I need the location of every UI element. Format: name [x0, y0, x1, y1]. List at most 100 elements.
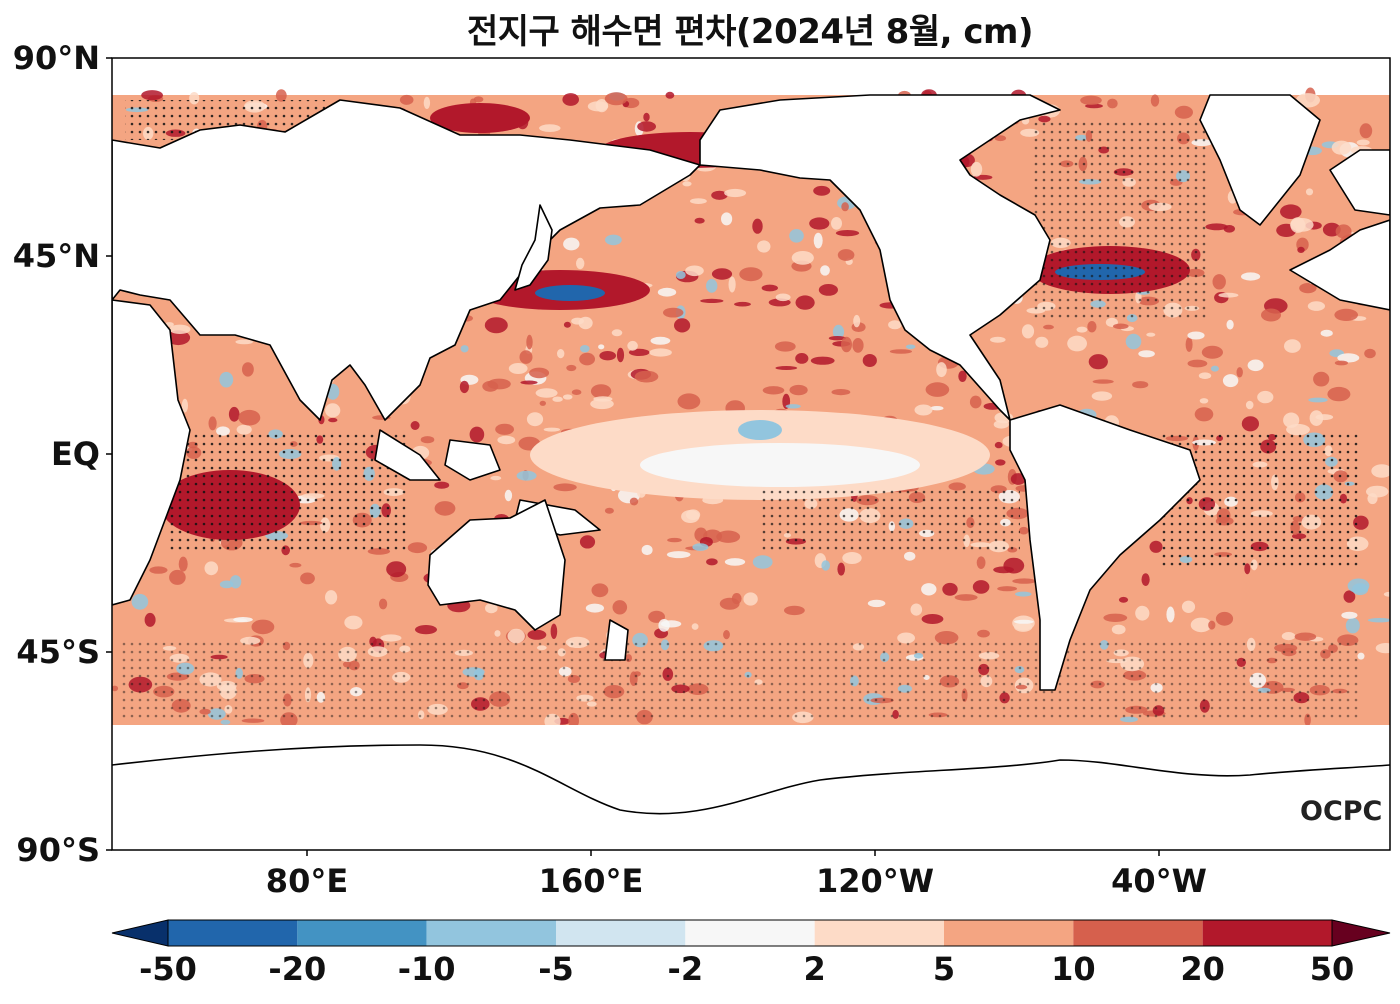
anomaly-blob	[942, 582, 958, 596]
anomaly-blob	[789, 384, 808, 396]
anomaly-blob	[1345, 617, 1360, 634]
anomaly-blob	[469, 426, 485, 443]
anomaly-blob	[407, 542, 428, 554]
anomaly-blob	[674, 318, 691, 333]
anomaly-blob	[325, 403, 341, 418]
anomaly-blob	[228, 406, 240, 422]
anomaly-blob	[820, 265, 830, 276]
anomaly-blob	[629, 497, 639, 506]
anomaly-blob	[328, 417, 338, 423]
anomaly-blob	[598, 344, 605, 350]
anomaly-blob	[1309, 410, 1324, 426]
anomaly-blob	[711, 268, 733, 280]
colorbar-tick-label: 10	[1051, 950, 1096, 988]
anomaly-blob	[774, 341, 796, 352]
anomaly-blob	[1305, 188, 1314, 196]
anomaly-blob	[552, 396, 563, 402]
anomaly-blob	[785, 404, 801, 409]
anomaly-blob	[1375, 643, 1390, 654]
colorbar-extend-high	[1331, 919, 1391, 947]
lon-label-40w: 40°W	[1111, 862, 1207, 900]
anomaly-blob	[459, 380, 469, 394]
anomaly-blob	[204, 561, 219, 576]
anomaly-blob	[497, 435, 516, 445]
anomaly-blob	[643, 112, 650, 122]
colorbar-segment	[556, 920, 686, 946]
anomaly-blob	[930, 406, 944, 411]
anomaly-blob	[507, 628, 525, 644]
anomaly-blob	[627, 340, 638, 351]
anomaly-blob	[242, 362, 254, 377]
anomaly-blob	[994, 441, 1003, 449]
anomaly-blob	[289, 562, 302, 568]
anomaly-blob	[681, 510, 700, 523]
anomaly-blob	[131, 593, 149, 610]
anomaly-blob	[1226, 319, 1234, 330]
colorbar-tick-label: 2	[803, 950, 826, 988]
anomaly-blob	[842, 552, 862, 564]
anomaly-blob	[1218, 292, 1239, 298]
colorbar-tick-label: -50	[139, 950, 197, 988]
anomaly-blob	[1014, 619, 1034, 624]
map-title: 전지구 해수면 편차(2024년 8월, cm)	[466, 12, 1034, 52]
anomaly-blob	[587, 101, 609, 112]
anomaly-blob	[1091, 391, 1113, 401]
anomaly-blob	[685, 265, 704, 277]
anomaly-blob	[415, 625, 437, 635]
anomaly-blob	[529, 367, 550, 379]
anomaly-blob	[628, 348, 650, 356]
anomaly-blob	[1138, 350, 1155, 358]
anomaly-blob	[789, 229, 804, 243]
anomaly-blob	[219, 580, 234, 589]
anomaly-blob	[663, 307, 684, 318]
anomaly-blob	[1308, 397, 1328, 403]
lon-label-120w: 120°W	[815, 862, 935, 900]
colorbar-segment	[814, 920, 944, 946]
anomaly-blob	[460, 345, 469, 353]
lat-label-45n: 45°N	[12, 237, 100, 275]
anomaly-blob	[666, 551, 691, 559]
anomaly-blob	[904, 551, 916, 561]
anomaly-blob	[1198, 372, 1212, 380]
anomaly-blob	[1166, 606, 1175, 623]
anomaly-blob	[591, 583, 609, 598]
anomaly-blob	[1111, 624, 1126, 635]
anomaly-blob	[711, 190, 728, 200]
anomaly-blob	[434, 501, 456, 516]
anomaly-blob	[1113, 323, 1129, 330]
anomaly-blob	[665, 91, 675, 99]
anomaly-blob	[1010, 473, 1026, 485]
anomaly-blob	[691, 623, 699, 630]
anomaly-blob	[752, 555, 773, 569]
anomaly-blob	[1327, 386, 1351, 402]
anomaly-blob	[1132, 381, 1149, 389]
anomaly-blob	[775, 366, 798, 370]
colorbar-tick-label: -10	[397, 950, 456, 988]
anomaly-blob	[818, 284, 839, 296]
anomaly-blob	[734, 301, 751, 307]
anomaly-blob	[434, 481, 450, 489]
anomaly-blob	[791, 251, 814, 265]
anomaly-blob	[482, 380, 499, 392]
anomaly-blob	[648, 610, 665, 623]
anomaly-blob	[604, 507, 614, 514]
anomaly-blob	[1223, 225, 1236, 233]
anomaly-blob	[550, 623, 558, 639]
anomaly-blob	[954, 594, 978, 601]
anomaly-blob	[775, 293, 791, 302]
anomaly-blob	[599, 351, 616, 361]
anomaly-blob	[1190, 617, 1212, 633]
colorbar-segment	[1202, 920, 1332, 946]
anomaly-blob	[832, 324, 845, 339]
anomaly-blob	[1015, 591, 1032, 597]
anomaly-blob	[1383, 591, 1390, 597]
anomaly-blob	[1356, 139, 1370, 146]
anomaly-blob	[739, 267, 763, 282]
anomaly-blob	[379, 598, 388, 610]
anomaly-blob	[921, 614, 944, 624]
colorbar-tick-label: -5	[538, 950, 574, 988]
colorbar-segment	[685, 920, 815, 946]
anomaly-blob	[386, 561, 407, 578]
anomaly-blob	[1313, 371, 1330, 387]
anomaly-blob	[993, 420, 1009, 429]
